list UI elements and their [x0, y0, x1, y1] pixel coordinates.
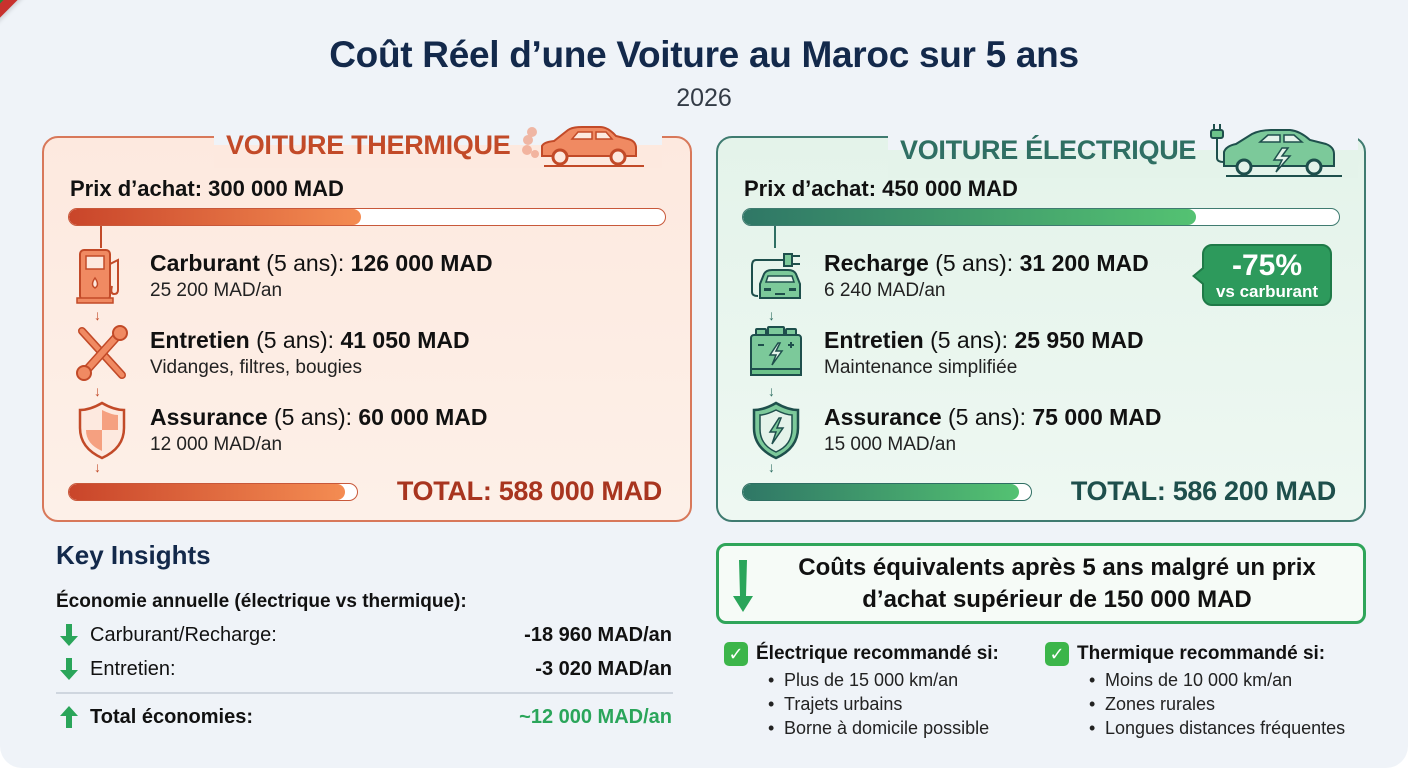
car-charging-icon	[751, 253, 801, 299]
insight-total-row: Total économies: ~12 000 MAD/an	[58, 704, 672, 734]
check-icon: ✓	[1045, 642, 1069, 666]
electric-car-icon	[1210, 124, 1343, 177]
electric-price-label: Prix d’achat: 450 000 MAD	[744, 176, 1018, 201]
electric-recommendation: ✓ Électrique recommandé si: Plus de 15 0…	[724, 642, 999, 740]
thermal-total-bar	[68, 483, 358, 501]
arrow-down-exclamation-icon	[733, 560, 753, 612]
arrow-down-green-icon	[60, 624, 78, 646]
list-item: Longues distances fréquentes	[1089, 716, 1345, 740]
conclusion-box: Coûts équivalents après 5 ans malgré un …	[716, 543, 1366, 624]
insight-row: Carburant/Recharge: -18 960 MAD/an	[58, 622, 672, 652]
arrow-down-icon: ↓	[768, 307, 775, 323]
thermal-card-title: VOITURE THERMIQUE	[226, 129, 511, 160]
insights-subtitle: Économie annuelle (électrique vs thermiq…	[56, 591, 467, 612]
thermal-total: TOTAL: 588 000 MAD	[396, 476, 662, 506]
arrow-up-green-icon	[60, 706, 78, 728]
electric-total-bar	[742, 483, 1032, 501]
list-item: Trajets urbains	[768, 692, 999, 716]
wrench-screwdriver-icon	[76, 325, 128, 381]
electric-insurance-item: Assurance (5 ans): 75 000 MAD 15 000 MAD…	[748, 400, 1268, 464]
shield-bolt-icon	[752, 401, 800, 460]
arrow-down-icon: ↓	[768, 459, 775, 475]
morocco-flag-ribbon: ★	[0, 0, 115, 38]
arrow-down-icon: ↓	[94, 459, 101, 475]
thermal-insurance-item: Assurance (5 ans): 60 000 MAD 12 000 MAD…	[74, 400, 594, 464]
thermal-price-label: Prix d’achat: 300 000 MAD	[70, 176, 344, 201]
electric-charging-item: Recharge (5 ans): 31 200 MAD 6 240 MAD/a…	[748, 246, 1268, 310]
list-item: Plus de 15 000 km/an	[768, 668, 999, 692]
arrow-down-green-icon	[60, 658, 78, 680]
electric-card-title: VOITURE ÉLECTRIQUE	[900, 134, 1197, 165]
page-subtitle: 2026	[676, 84, 732, 112]
thermal-car-card: VOITURE THERMIQUE Prix d’achat: 300 000 …	[42, 122, 692, 522]
electric-price-bar	[742, 208, 1340, 226]
electric-car-card: VOITURE ÉLECTRIQUE Prix d’achat: 450 000…	[716, 122, 1366, 522]
thermal-fuel-item: Carburant (5 ans): 126 000 MAD 25 200 MA…	[74, 246, 594, 310]
page-title: Coût Réel d’une Voiture au Maroc sur 5 a…	[329, 34, 1079, 75]
thermal-maintenance-item: Entretien (5 ans): 41 050 MAD Vidanges, …	[74, 323, 594, 387]
arrow-down-icon: ↓	[94, 383, 101, 399]
list-item: Zones rurales	[1089, 692, 1345, 716]
divider	[56, 692, 673, 694]
arrow-down-icon: ↓	[94, 307, 101, 323]
shield-icon	[78, 401, 126, 460]
thermal-price-bar	[68, 208, 666, 226]
insight-row: Entretien: -3 020 MAD/an	[58, 656, 672, 686]
savings-badge: -75% vs carburant	[1192, 244, 1332, 306]
thermal-recommendation: ✓ Thermique recommandé si: Moins de 10 0…	[1045, 642, 1345, 740]
fuel-pump-icon	[76, 249, 119, 304]
battery-icon	[750, 326, 802, 376]
list-item: Borne à domicile possible	[768, 716, 999, 740]
electric-maintenance-item: Entretien (5 ans): 25 950 MAD Maintenanc…	[748, 323, 1268, 387]
electric-total: TOTAL: 586 200 MAD	[1070, 476, 1336, 506]
check-icon: ✓	[724, 642, 748, 666]
list-item: Moins de 10 000 km/an	[1089, 668, 1345, 692]
gas-car-icon	[522, 126, 645, 167]
insights-title: Key Insights	[56, 540, 211, 570]
arrow-down-icon: ↓	[768, 383, 775, 399]
